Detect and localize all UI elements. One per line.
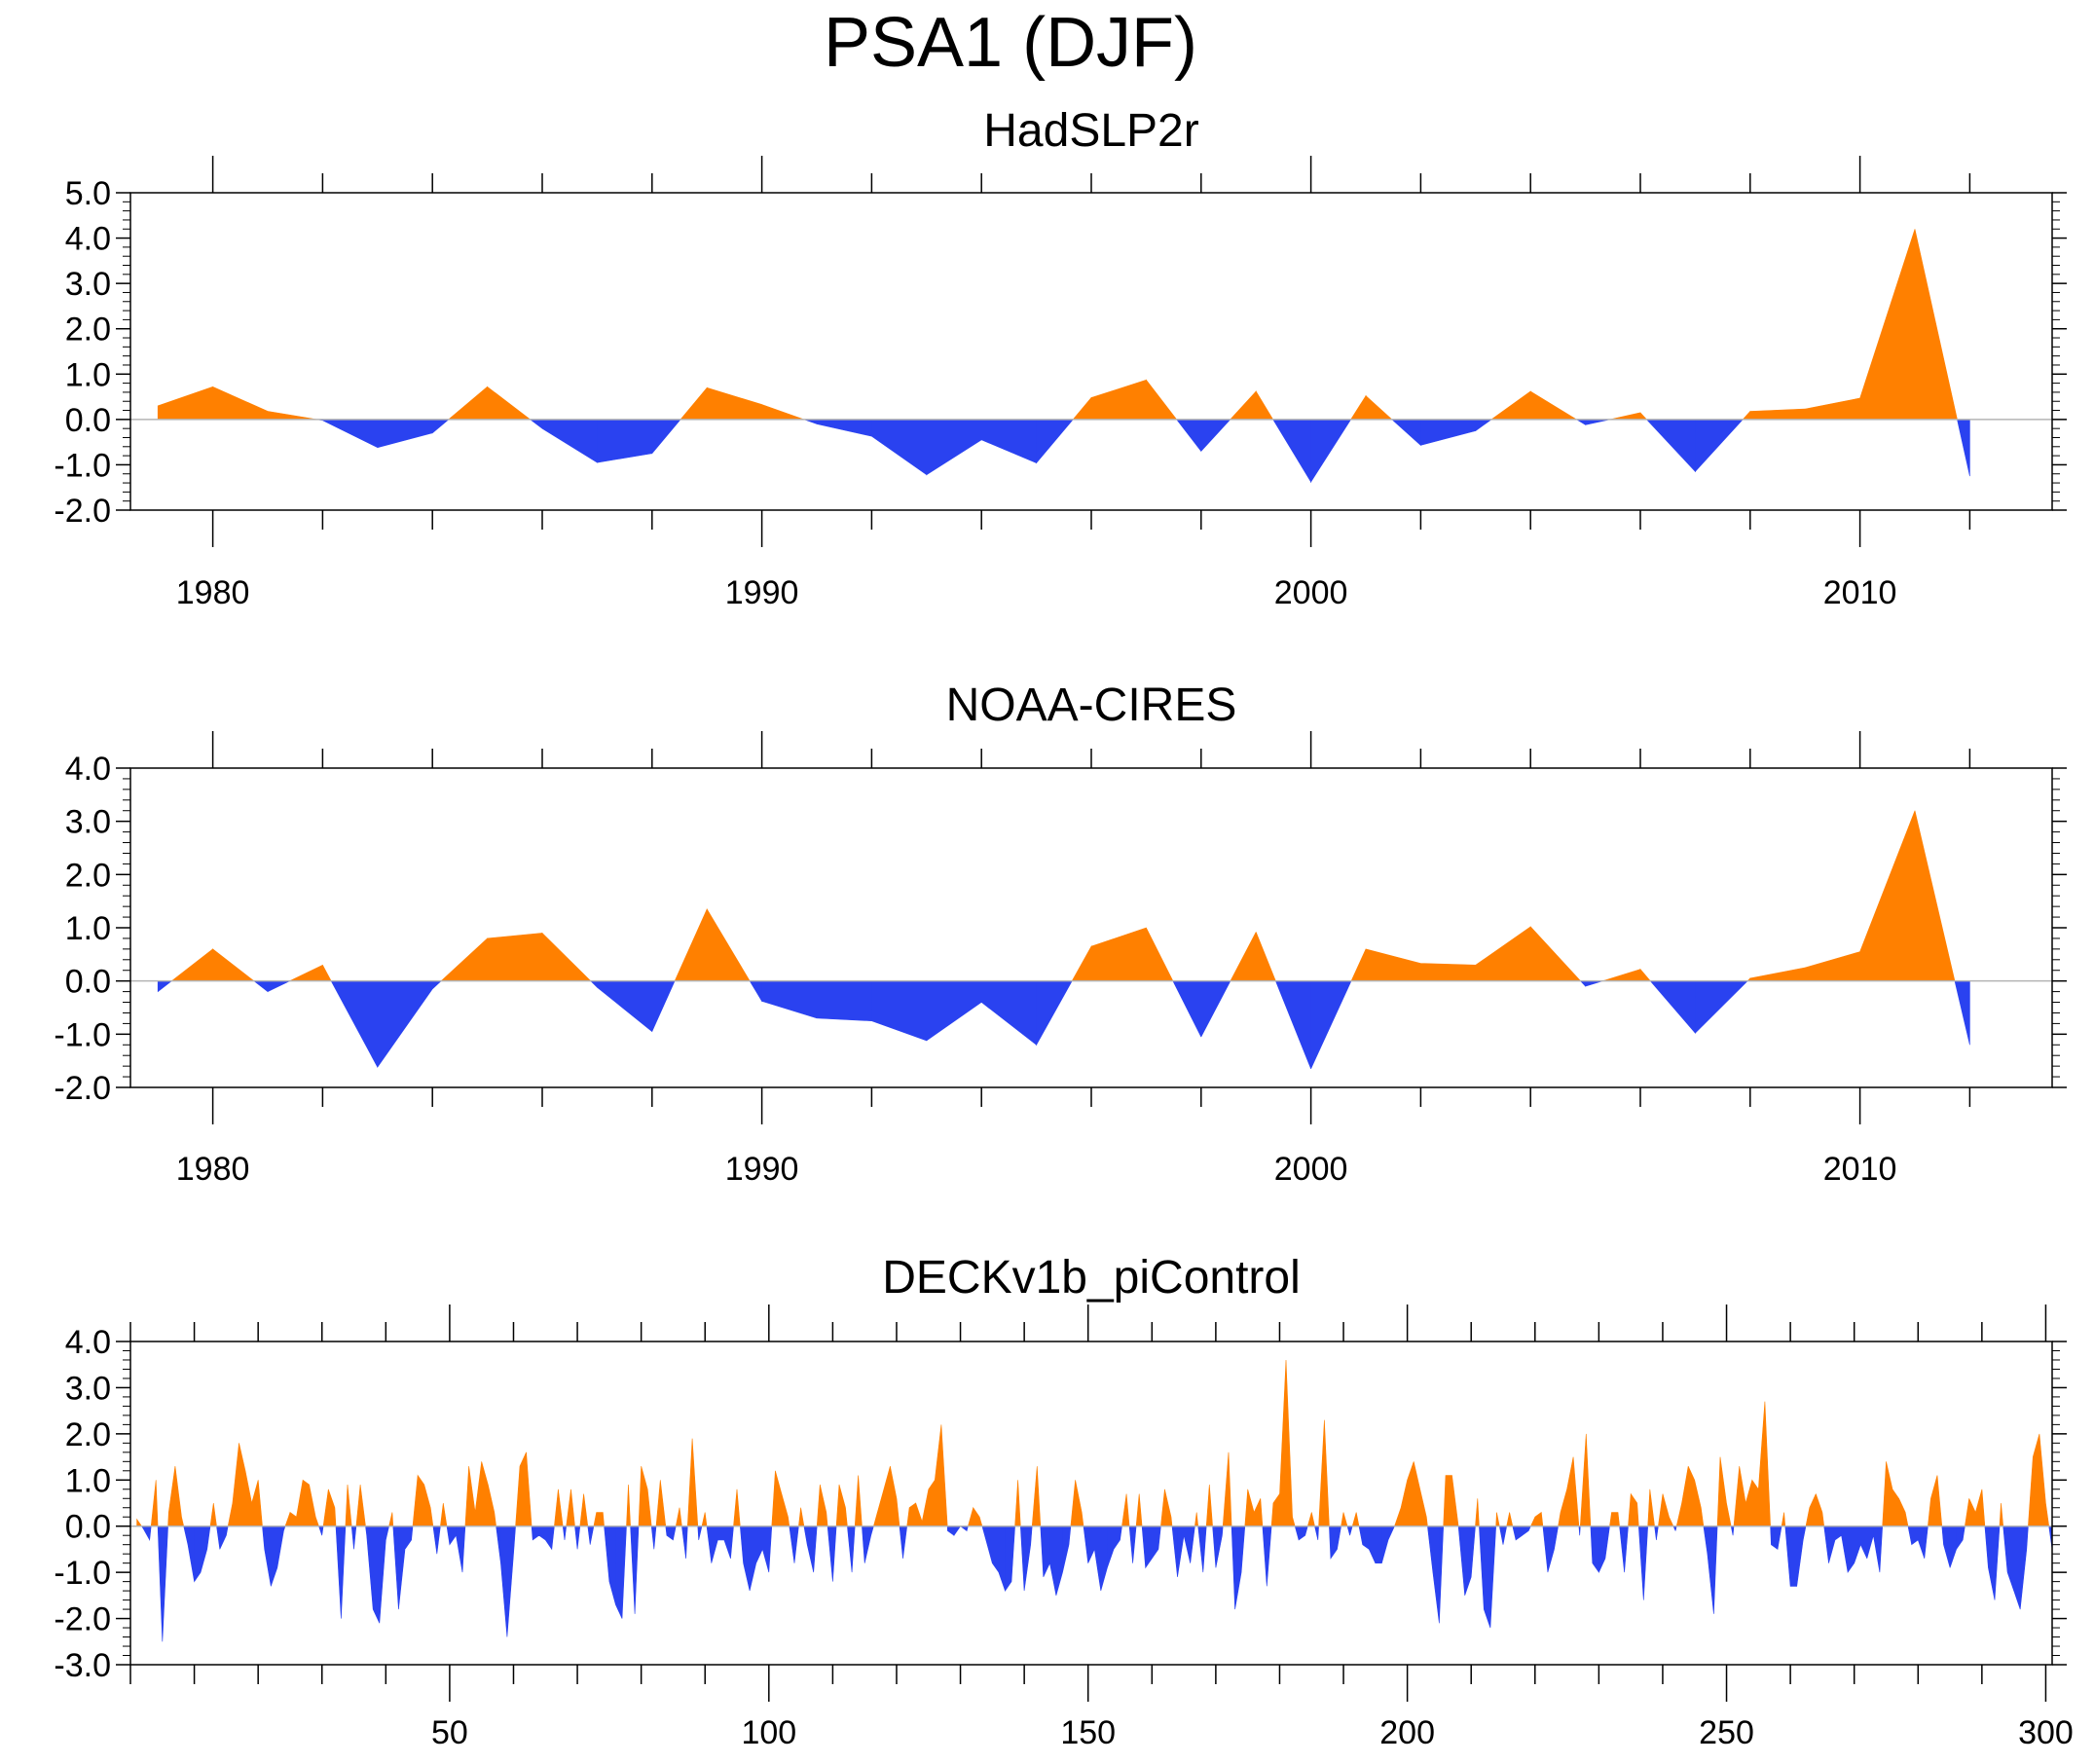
x-tick-label: 2010	[1823, 574, 1897, 611]
x-tick-label: 1990	[725, 1151, 799, 1188]
x-tick-label: 150	[1060, 1714, 1116, 1751]
y-tick-label: 0.0	[65, 1509, 111, 1546]
x-tick-label: 50	[431, 1714, 468, 1751]
panel-title: HadSLP2r	[983, 105, 1198, 157]
x-tick-label: 1990	[725, 574, 799, 611]
positive-area	[170, 810, 1956, 981]
y-tick-label: -1.0	[54, 1016, 111, 1053]
x-tick-label: 200	[1379, 1714, 1435, 1751]
plot-frame	[129, 767, 2053, 1088]
y-tick-label: 4.0	[65, 751, 111, 788]
y-tick-label: -2.0	[54, 1601, 111, 1638]
x-tick-label: 250	[1699, 1714, 1754, 1751]
x-tick-label: 100	[741, 1714, 796, 1751]
y-tick-label: 3.0	[65, 1370, 111, 1407]
y-tick-label: 0.0	[65, 964, 111, 1001]
positive-area	[157, 229, 1958, 421]
y-tick-label: 2.0	[65, 312, 111, 349]
y-tick-label: 1.0	[65, 910, 111, 947]
chart-panel-2: NOAA-CIRES 4.0 3.0 2.0 1.0 0.0 -1.0 -2.0 1980 199…	[54, 680, 2067, 1188]
y-tick-label: -2.0	[54, 493, 111, 530]
y-tick-label: -2.0	[54, 1070, 111, 1107]
negative-area	[140, 1525, 2053, 1642]
x-tick-label: 2010	[1823, 1151, 1897, 1188]
y-tick-label: -3.0	[54, 1647, 111, 1684]
negative-area	[157, 980, 1970, 1070]
y-tick-label: 0.0	[65, 402, 111, 439]
y-tick-label: -1.0	[54, 447, 111, 484]
panel-title: DECKv1b_piControl	[882, 1252, 1301, 1304]
figure-title: PSA1 (DJF)	[824, 4, 1197, 82]
x-tick-label: 2000	[1274, 574, 1348, 611]
y-tick-label: 5.0	[65, 175, 111, 212]
plot-frame	[129, 1341, 2053, 1666]
y-tick-label: 2.0	[65, 1416, 111, 1453]
x-tick-label: 300	[2018, 1714, 2074, 1751]
y-tick-label: 3.0	[65, 266, 111, 303]
y-tick-label: -1.0	[54, 1555, 111, 1592]
y-tick-label: 4.0	[65, 1324, 111, 1361]
y-tick-label: 4.0	[65, 221, 111, 258]
negative-area	[316, 419, 1970, 484]
y-tick-label: 1.0	[65, 1462, 111, 1499]
x-tick-label: 1980	[176, 574, 250, 611]
panel-title: NOAA-CIRES	[946, 680, 1237, 731]
x-tick-label: 1980	[176, 1151, 250, 1188]
chart-panel-3: DECKv1b_piControl 4.0 3.0 2.0 1.0 0.0 -1.0 -2.0…	[54, 1252, 2073, 1751]
x-tick-label: 2000	[1274, 1151, 1348, 1188]
positive-area	[136, 1359, 2050, 1526]
y-tick-label: 1.0	[65, 356, 111, 393]
chart-panel-1: HadSLP2r 5.0 4.0 3.0 2.0 1.0 0.0 -1.0 -2.0 1980 19…	[54, 105, 2067, 611]
y-tick-label: 2.0	[65, 857, 111, 894]
y-tick-label: 3.0	[65, 804, 111, 841]
plot-frame	[129, 192, 2053, 511]
